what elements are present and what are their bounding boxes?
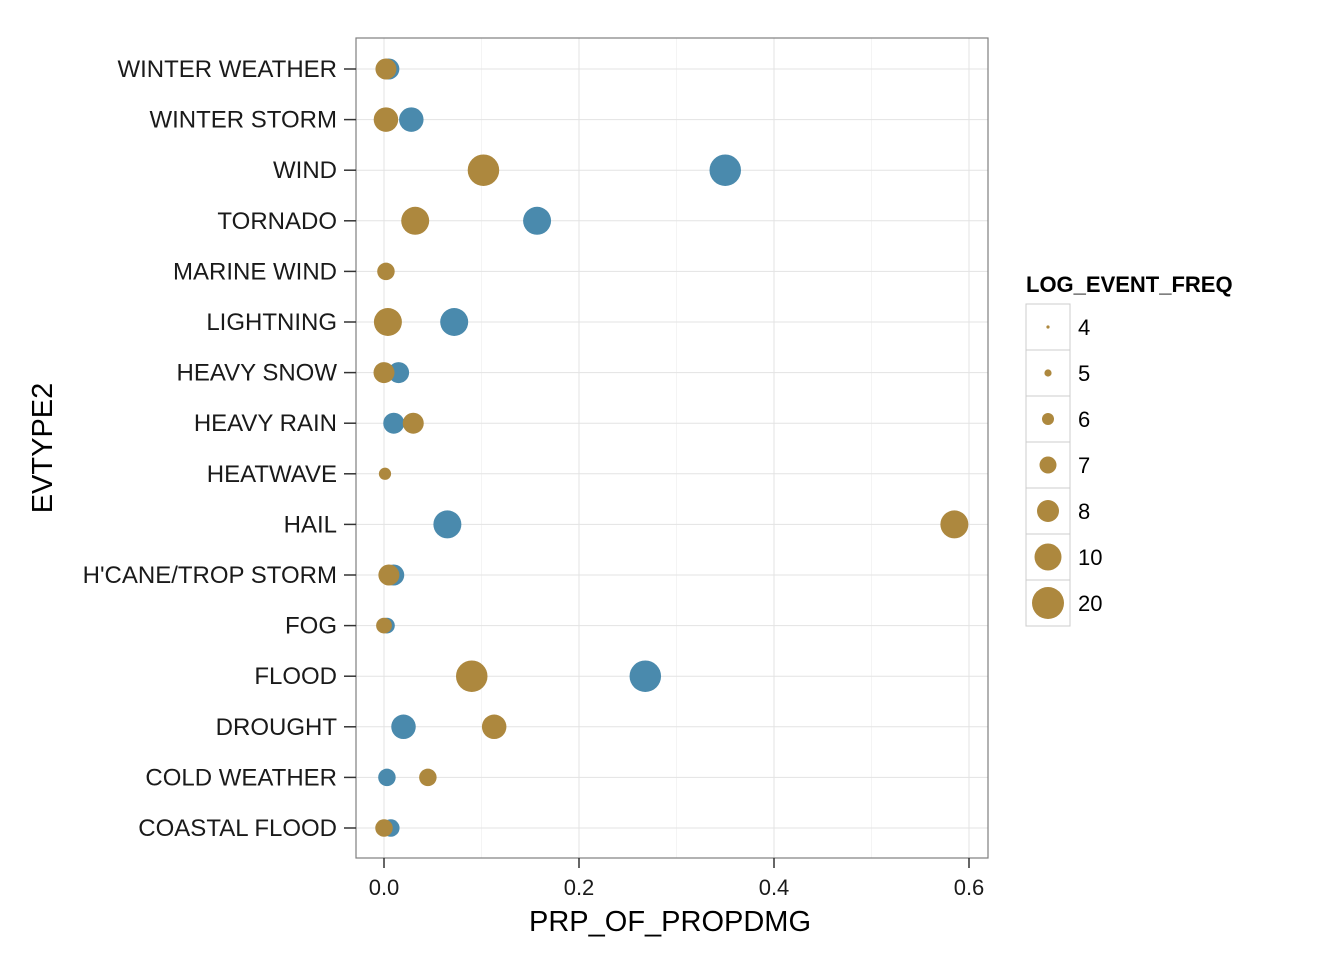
y-tick-label: WINTER STORM [149, 107, 337, 134]
y-axis: WINTER WEATHER WINTER STORM WIND TORNADO MAR… [83, 56, 356, 842]
data-point [378, 564, 400, 586]
y-tick-label: FOG [285, 613, 337, 640]
data-point [709, 154, 741, 186]
y-tick-label: WINTER WEATHER [117, 56, 337, 83]
data-point [401, 206, 430, 235]
legend: LOG_EVENT_FREQ 4 5 6 7 8 10 20 [1025, 272, 1233, 627]
y-tick-label: HEATWAVE [207, 461, 337, 488]
legend-label: 4 [1078, 315, 1090, 340]
panel-border [355, 37, 989, 859]
data-point [481, 714, 507, 740]
legend-symbol [1032, 587, 1064, 619]
x-axis-title: PRP_OF_PROPDMG [529, 906, 811, 938]
legend-label: 5 [1078, 361, 1090, 386]
data-point [373, 362, 395, 384]
data-point [375, 819, 393, 837]
data-point [402, 412, 424, 434]
data-point [456, 660, 488, 692]
data-point [375, 58, 397, 80]
legend-label: 7 [1078, 453, 1090, 478]
y-tick-label: MARINE WIND [173, 258, 337, 285]
x-tick-label: 0.2 [564, 875, 595, 900]
data-point [523, 206, 552, 235]
y-tick-label: LIGHTNING [206, 309, 337, 336]
data-point [377, 262, 395, 281]
y-tick-label: WIND [273, 157, 337, 184]
data-point [399, 107, 424, 132]
x-tick-label: 0.0 [369, 875, 400, 900]
data-point [440, 308, 469, 336]
x-tick-label: 0.4 [759, 875, 790, 900]
data-point [433, 510, 462, 539]
legend-symbol [1034, 543, 1062, 571]
legend-symbol [1039, 456, 1057, 474]
data-point [940, 510, 969, 539]
data-point [383, 412, 405, 434]
legend-title: LOG_EVENT_FREQ [1026, 272, 1233, 297]
y-tick-label: HEAVY RAIN [194, 410, 337, 437]
y-axis-title: EVTYPE2 [27, 383, 59, 514]
legend-symbol [1037, 500, 1059, 522]
y-tick-label: TORNADO [217, 208, 337, 235]
data-point [629, 660, 662, 692]
data-point [388, 362, 410, 384]
y-tick-label: COASTAL FLOOD [138, 815, 337, 842]
legend-label: 8 [1078, 499, 1090, 524]
y-tick-label: HAIL [284, 511, 337, 538]
data-point [378, 467, 392, 480]
data-point [373, 308, 402, 336]
data-point [373, 107, 399, 132]
y-tick-label: H'CANE/TROP STORM [83, 562, 337, 589]
data-point [391, 714, 416, 740]
data-point [467, 154, 500, 186]
panel-background [356, 38, 988, 858]
y-tick-label: COLD WEATHER [145, 764, 337, 791]
legend-label: 20 [1078, 591, 1102, 616]
legend-symbol [1046, 325, 1050, 329]
x-tick-label: 0.6 [954, 875, 985, 900]
data-point [419, 768, 437, 787]
legend-symbol [1042, 413, 1054, 425]
legend-label: 10 [1078, 545, 1102, 570]
y-tick-label: HEAVY SNOW [177, 360, 338, 387]
data-points [373, 58, 969, 837]
data-point [376, 617, 392, 634]
legend-label: 6 [1078, 407, 1090, 432]
x-axis: 0.0 0.2 0.4 0.6 [369, 858, 985, 900]
y-tick-label: FLOOD [254, 663, 337, 690]
grid-lines [356, 38, 988, 858]
y-tick-label: DROUGHT [216, 714, 338, 741]
legend-symbol [1044, 369, 1052, 377]
data-point [378, 768, 396, 787]
